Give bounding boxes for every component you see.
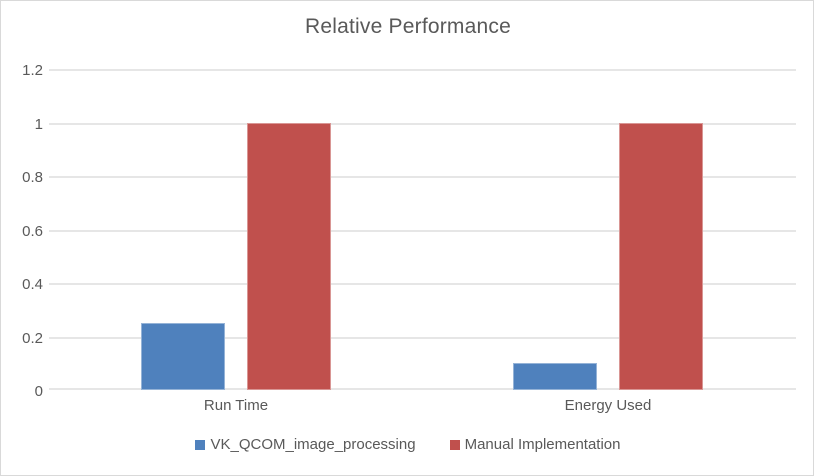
y-tick-label: 0.4 — [22, 276, 43, 293]
gridline — [49, 69, 796, 71]
chart-title: Relative Performance — [305, 15, 511, 38]
gridline — [49, 122, 796, 125]
legend-item-manual-implementation[interactable]: Manual Implementation — [449, 436, 621, 453]
legend-swatch-icon — [195, 439, 206, 450]
bar-energy-used-manual-implementation[interactable] — [619, 122, 703, 390]
y-axis: 1.2 1 0.8 0.6 0.4 0.2 0 — [1, 63, 43, 399]
gridline — [49, 388, 796, 390]
y-tick-label: 1.2 — [22, 62, 43, 79]
legend-swatch-icon — [449, 439, 460, 450]
bar-run-time-manual-implementation[interactable] — [247, 122, 331, 390]
x-tick-label-run-time: Run Time — [203, 397, 269, 414]
x-tick-label-energy-used: Energy Used — [564, 397, 652, 414]
plot-area — [49, 69, 796, 390]
y-tick-label: 0.8 — [22, 169, 43, 186]
y-tick-label: 0 — [34, 383, 43, 400]
chart-legend: VK_QCOM_image_processing Manual Implemen… — [1, 436, 813, 453]
y-tick-label: 1 — [34, 115, 43, 133]
y-tick-label: 0.2 — [22, 329, 43, 347]
legend-label: Manual Implementation — [464, 436, 621, 453]
gridline — [49, 229, 796, 232]
gridline — [49, 176, 796, 178]
legend-item-vk-qcom-image-processing[interactable]: VK_QCOM_image_processing — [195, 436, 416, 453]
gridline — [49, 283, 796, 285]
bar-energy-used-vk-qcom-image-processing[interactable] — [513, 363, 597, 390]
gridline — [49, 336, 796, 339]
legend-label: VK_QCOM_image_processing — [210, 436, 416, 453]
x-axis: Run Time Energy Used — [49, 397, 796, 421]
bar-run-time-vk-qcom-image-processing[interactable] — [141, 323, 225, 390]
y-tick-label: 0.6 — [22, 222, 43, 240]
